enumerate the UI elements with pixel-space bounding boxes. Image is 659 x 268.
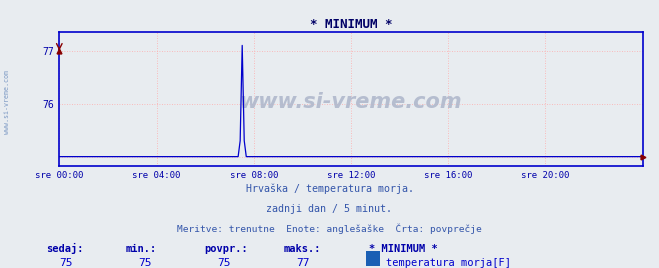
Text: 77: 77 <box>297 258 310 268</box>
Title: * MINIMUM *: * MINIMUM * <box>310 18 392 31</box>
Text: * MINIMUM *: * MINIMUM * <box>369 244 438 254</box>
Text: Meritve: trenutne  Enote: anglešaške  Črta: povprečje: Meritve: trenutne Enote: anglešaške Črta… <box>177 224 482 234</box>
Text: maks.:: maks.: <box>283 244 321 254</box>
Text: 75: 75 <box>59 258 72 268</box>
Text: 75: 75 <box>217 258 231 268</box>
Text: zadnji dan / 5 minut.: zadnji dan / 5 minut. <box>266 204 393 214</box>
Text: 75: 75 <box>138 258 152 268</box>
Text: povpr.:: povpr.: <box>204 244 248 254</box>
Text: www.si-vreme.com: www.si-vreme.com <box>3 70 10 134</box>
Text: temperatura morja[F]: temperatura morja[F] <box>386 258 511 268</box>
Text: www.si-vreme.com: www.si-vreme.com <box>240 92 462 112</box>
Text: min.:: min.: <box>125 244 156 254</box>
Text: Hrvaška / temperatura morja.: Hrvaška / temperatura morja. <box>246 184 413 194</box>
Text: sedaj:: sedaj: <box>46 243 84 254</box>
